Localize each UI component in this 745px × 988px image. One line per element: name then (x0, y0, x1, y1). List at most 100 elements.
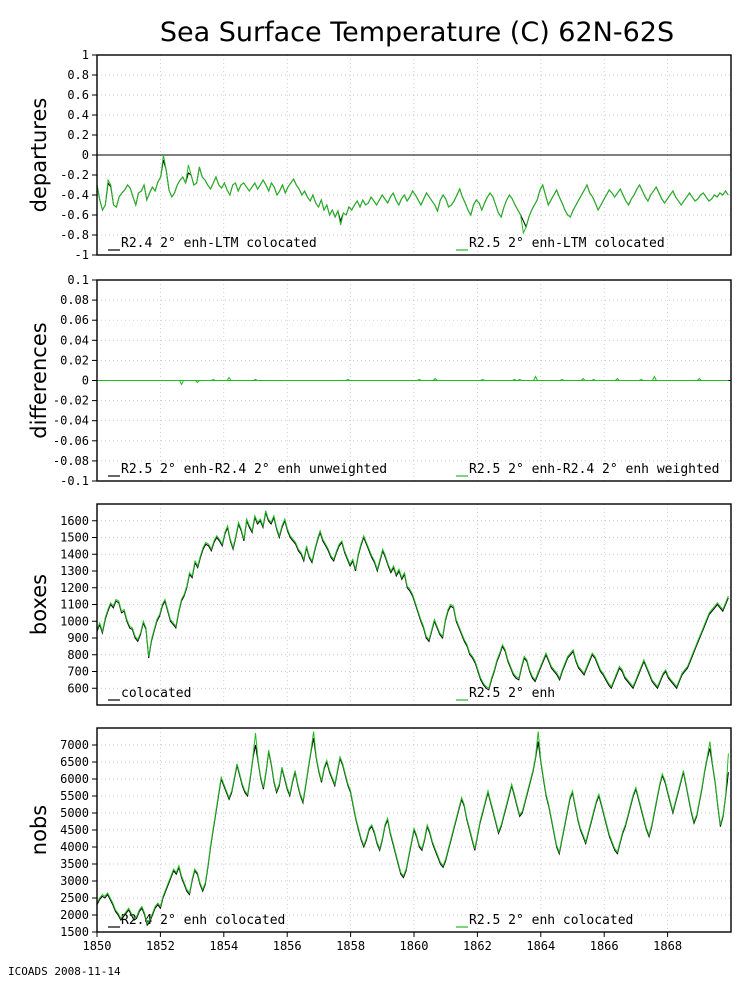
series-spike (559, 378, 565, 381)
y-tick-label: -0.1 (60, 474, 89, 488)
x-tick-label: 1852 (146, 939, 175, 953)
y-tick-label: 0 (82, 374, 89, 388)
legend-label: R2.5 2° enh-LTM colocated (469, 236, 665, 251)
series-spike (417, 378, 422, 381)
y-tick-label: -0.4 (60, 188, 89, 202)
series-spike (615, 377, 620, 381)
y-tick-label: 0.06 (60, 313, 89, 327)
y-tick-label: 1500 (60, 531, 89, 545)
series-line-1 (96, 154, 729, 235)
panel-nobs: 7000 6500 6000 5500 5000 4500 4000 3500 3000 2500… (27, 727, 732, 953)
series-spike (580, 377, 586, 381)
y-tick-label: 1400 (60, 547, 89, 561)
y-tick-label: 3000 (60, 874, 89, 888)
y-tick-label: 1300 (60, 564, 89, 578)
x-tick-label: 1858 (336, 939, 365, 953)
plot-frame (96, 54, 732, 256)
y-tick-label: 0.04 (60, 333, 89, 347)
y-tick-label: -0.06 (53, 434, 89, 448)
x-tick-label: 1862 (463, 939, 492, 953)
y-tick-label: -0.2 (60, 168, 89, 182)
y-tick-label: 1500 (60, 925, 89, 939)
y-tick-label: 7000 (60, 738, 89, 752)
y-tick-label: 6500 (60, 755, 89, 769)
y-tick-label: 0.2 (67, 128, 89, 142)
y-tick-label: 1100 (60, 598, 89, 612)
y-tick-label: 2000 (60, 908, 89, 922)
y-tick-label: -0.08 (53, 454, 89, 468)
y-tick-label: 2500 (60, 891, 89, 905)
series-spike (211, 378, 216, 381)
series-line-0 (96, 159, 729, 229)
series-spike (533, 375, 538, 381)
series-spike (226, 376, 232, 381)
y-tick-label: 0.02 (60, 353, 89, 367)
legend-label: R2.4 2° enh colocated (121, 913, 285, 928)
series-spike (638, 378, 644, 381)
y-tick-label: 5500 (60, 789, 89, 803)
y-tick-label: -0.04 (53, 414, 89, 428)
x-tick-label: 1860 (400, 939, 429, 953)
x-tick-label: 1864 (526, 939, 555, 953)
y-tick-label: 0 (82, 148, 89, 162)
y-tick-label: -0.8 (60, 228, 89, 242)
series-spike (480, 378, 485, 381)
y-tick-label: 0.6 (67, 88, 89, 102)
y-axis-label: boxes (27, 574, 51, 635)
series-line-1 (96, 510, 729, 690)
series-spike (345, 378, 351, 381)
plot-frame (96, 503, 732, 706)
plot-frame (96, 279, 732, 482)
y-tick-label: 700 (67, 665, 89, 679)
series-spike (253, 378, 258, 381)
series-spike (179, 380, 184, 386)
y-tick-label: 4000 (60, 840, 89, 854)
y-tick-label: -0.6 (60, 208, 89, 222)
y-tick-label: 4500 (60, 823, 89, 837)
series-spike (432, 377, 438, 381)
y-tick-label: -0.02 (53, 394, 89, 408)
series-spike (651, 375, 657, 381)
series-line-1 (96, 731, 729, 925)
x-tick-label: 1866 (590, 939, 619, 953)
y-axis-label: nobs (27, 805, 51, 855)
series-spike (696, 377, 702, 381)
y-tick-label: 6000 (60, 772, 89, 786)
panel-boxes: 1600 1500 1400 1300 1200 1100 1000 900 800 700 600… (27, 503, 732, 706)
legend-label: R2.5 2° enh-R2.4 2° enh weighted (469, 462, 719, 477)
panel-differences: 0.1 0.08 0.06 0.04 0.02 0 -0.02 -0.04 -0.06 -0.08… (27, 273, 732, 488)
y-tick-label: 0.08 (60, 293, 89, 307)
footer-credit: ICOADS 2008-11-14 (8, 965, 121, 978)
legend-label: R2.4 2° enh-LTM colocated (121, 236, 317, 251)
y-tick-label: 1 (82, 48, 89, 62)
y-tick-label: 1600 (60, 514, 89, 528)
y-tick-label: 1200 (60, 581, 89, 595)
x-tick-label: 1850 (83, 939, 112, 953)
series-line-0 (96, 512, 729, 691)
series-spike (195, 380, 200, 384)
chart-title: Sea Surface Temperature (C) 62N-62S (160, 17, 674, 48)
series-spike (517, 378, 522, 381)
y-tick-label: 5000 (60, 806, 89, 820)
legend-label: R2.5 2° enh (469, 686, 555, 701)
y-axis-label: departures (27, 98, 51, 213)
y-tick-label: 600 (67, 681, 89, 695)
y-tick-label: 800 (67, 648, 89, 662)
legend-label: R2.5 2° enh-R2.4 2° enh unweighted (121, 462, 387, 477)
series-line-0 (96, 738, 729, 927)
y-tick-label: -1 (75, 248, 89, 262)
y-tick-label: 1000 (60, 614, 89, 628)
y-tick-label: 0.4 (67, 108, 89, 122)
x-tick-label: 1854 (209, 939, 238, 953)
y-tick-label: 0.1 (67, 273, 89, 287)
x-tick-label: 1856 (273, 939, 302, 953)
panel-departures: 1 0.8 0.6 0.4 0.2 0 -0.2 -0.4 -0.6 -0.8 -1 R2.4 2° … (27, 48, 732, 262)
legend-label: colocated (121, 686, 191, 701)
y-tick-label: 0.8 (67, 68, 89, 82)
legend-label: R2.5 2° enh colocated (469, 913, 633, 928)
series-spike (512, 378, 517, 381)
x-tick-label: 1868 (653, 939, 682, 953)
y-tick-label: 3500 (60, 857, 89, 871)
series-spike (591, 378, 596, 381)
